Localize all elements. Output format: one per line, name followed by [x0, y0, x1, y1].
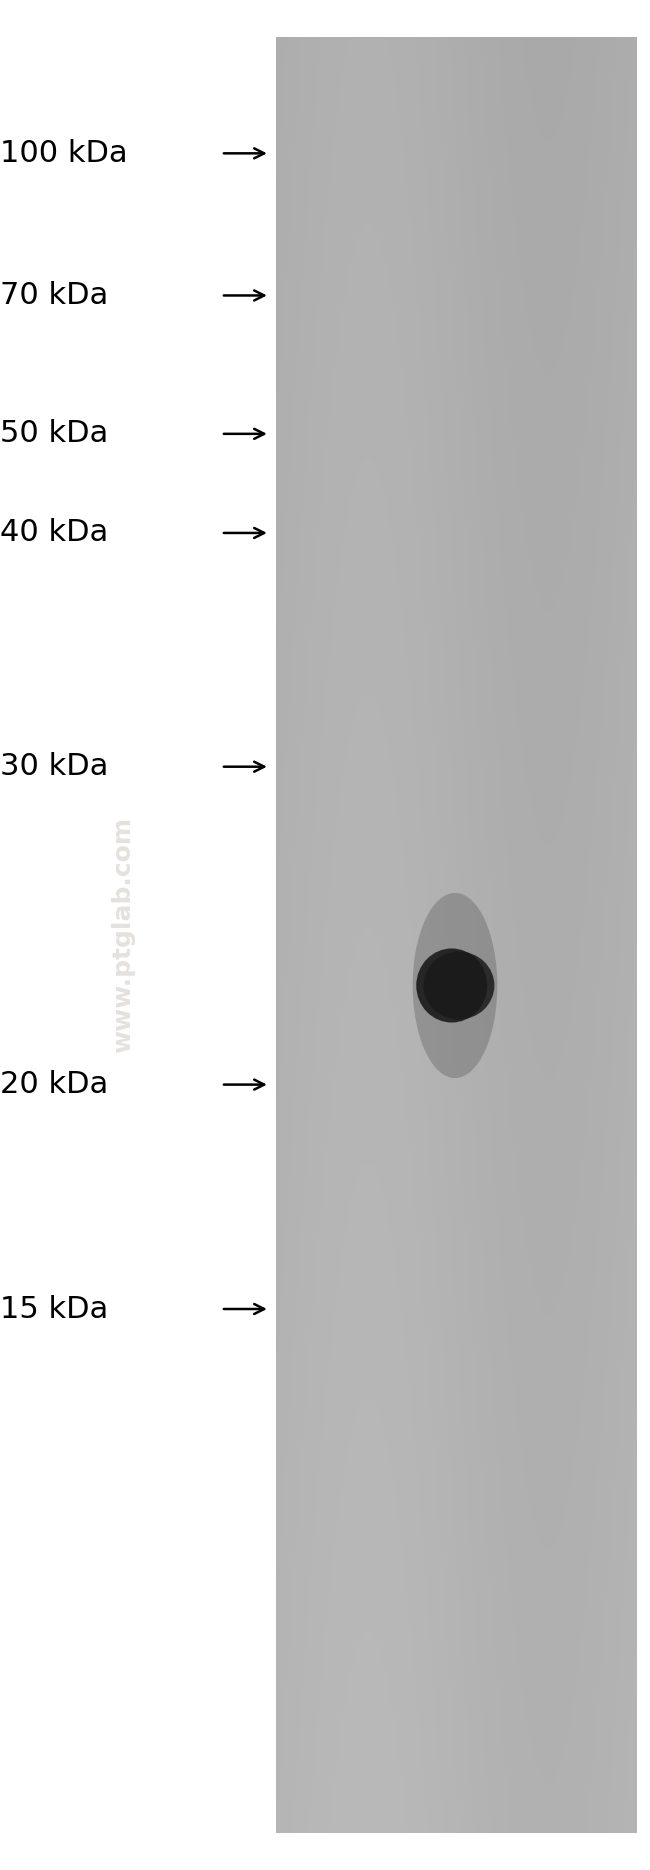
Text: 15 kDa: 15 kDa — [0, 1294, 109, 1324]
Text: 100 kDa: 100 kDa — [0, 138, 127, 168]
Text: 50 kDa: 50 kDa — [0, 419, 109, 449]
Text: www.ptglab.com: www.ptglab.com — [112, 817, 135, 1053]
Text: 30 kDa: 30 kDa — [0, 752, 109, 782]
Text: 20 kDa: 20 kDa — [0, 1070, 109, 1100]
Text: 40 kDa: 40 kDa — [0, 518, 109, 548]
Text: 70 kDa: 70 kDa — [0, 280, 109, 310]
Ellipse shape — [416, 948, 488, 1023]
Ellipse shape — [423, 952, 495, 1019]
FancyBboxPatch shape — [276, 37, 637, 1833]
Ellipse shape — [413, 892, 497, 1077]
